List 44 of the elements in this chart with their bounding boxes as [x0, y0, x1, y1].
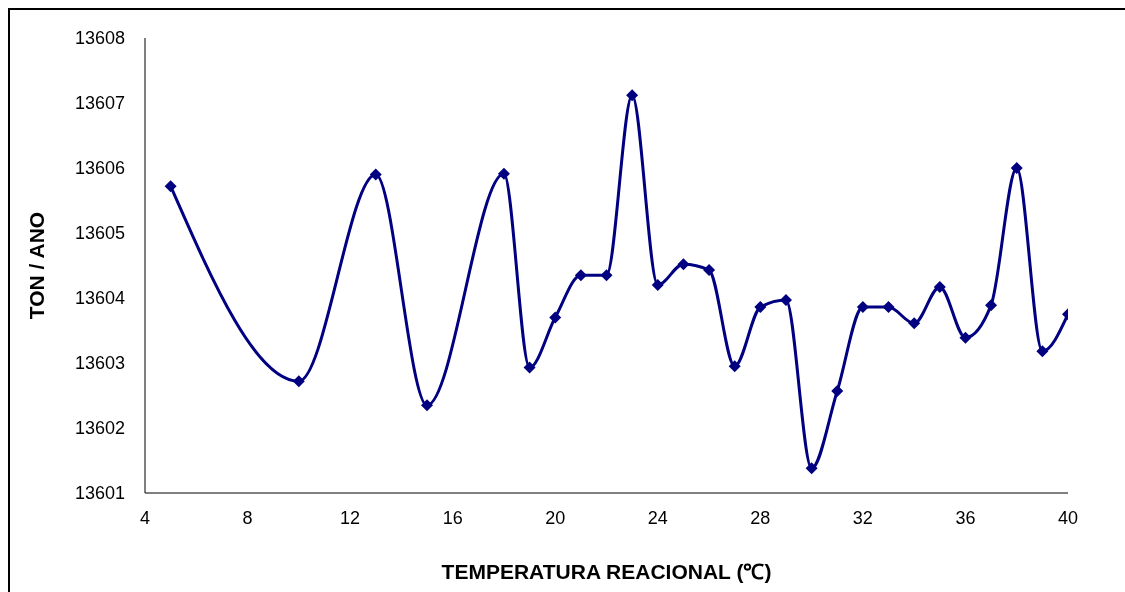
point	[549, 311, 562, 324]
x-tick-label: 12	[340, 507, 361, 528]
x-axis-title: TEMPERATURA REACIONAL (℃)	[441, 560, 772, 583]
point	[831, 384, 844, 397]
point	[574, 269, 587, 282]
point	[626, 89, 639, 102]
x-tick-label: 16	[442, 507, 463, 528]
x-tick-label: 36	[955, 507, 976, 528]
point	[600, 269, 613, 282]
point	[703, 264, 716, 277]
point	[1010, 162, 1023, 174]
y-tick-label: 13603	[74, 353, 125, 374]
y-tick-label: 13607	[74, 93, 125, 114]
point	[651, 279, 664, 291]
y-tick-label: 13604	[74, 288, 125, 309]
y-tick-label: 13608	[74, 28, 125, 49]
y-tick-label: 13606	[74, 158, 125, 179]
point	[164, 180, 177, 193]
y-axis-title: TON / ANO	[25, 211, 49, 320]
point	[959, 331, 972, 344]
point	[292, 375, 305, 388]
x-tick-label: 32	[852, 507, 873, 528]
point	[523, 361, 536, 374]
point	[908, 317, 921, 330]
point	[754, 301, 767, 314]
point	[933, 280, 946, 293]
point	[497, 167, 510, 180]
x-tick-label: 40	[1057, 507, 1079, 528]
x-tick-label: 24	[647, 507, 668, 528]
x-tick-label: 20	[545, 507, 566, 528]
point	[421, 399, 434, 412]
point	[369, 168, 382, 181]
x-tick-label: 4	[139, 507, 151, 528]
point	[728, 360, 741, 373]
point	[856, 301, 869, 314]
y-tick-label: 13602	[74, 418, 125, 439]
y-tick-label: 13601	[74, 483, 125, 504]
point	[882, 301, 895, 314]
point	[1036, 345, 1049, 358]
y-tick-label: 13605	[74, 223, 125, 244]
x-tick-label: 8	[242, 507, 253, 528]
point	[805, 462, 818, 475]
point	[985, 299, 998, 312]
x-tick-label: 28	[750, 507, 771, 528]
